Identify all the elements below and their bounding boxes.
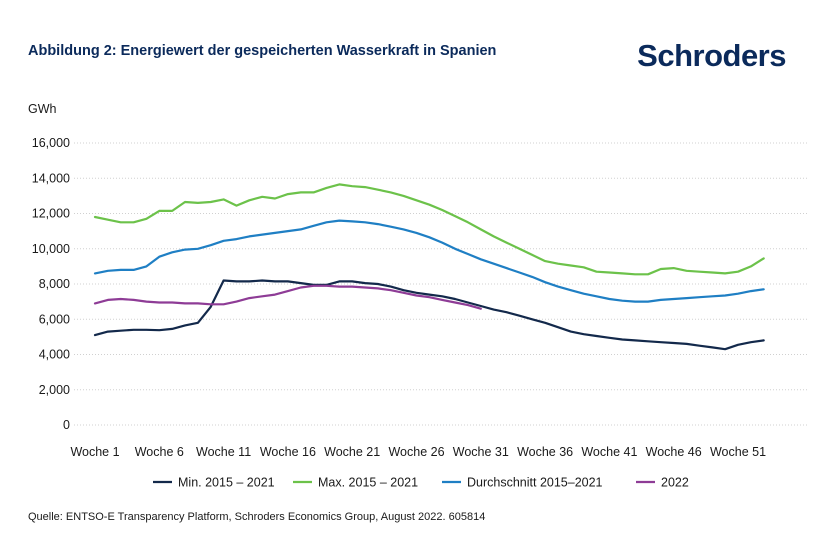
x-tick-label: Woche 41 [581, 445, 637, 459]
chart-title: Abbildung 2: Energiewert der gespeichert… [28, 43, 497, 59]
x-tick-label: Woche 26 [388, 445, 444, 459]
x-tick-label: Woche 21 [324, 445, 380, 459]
x-tick-label: Woche 11 [196, 445, 251, 459]
legend: Min. 2015 – 2021 Max. 2015 – 2021 Durchsch… [153, 476, 689, 490]
series-line-0 [93, 279, 765, 351]
x-tick-labels: Woche 1 Woche 6 Woche 11 Woche 16 Woche 21 Wo… [70, 445, 766, 459]
y-tick-label: 10,000 [32, 242, 70, 256]
legend-label: Max. 2015 – 2021 [318, 476, 418, 490]
x-tick-label: Woche 31 [453, 445, 509, 459]
source-note: Quelle: ENTSO-E Transparency Platform, S… [28, 511, 486, 523]
y-axis-label: GWh [28, 102, 57, 116]
gridlines [74, 142, 808, 426]
x-tick-label: Woche 36 [517, 445, 573, 459]
legend-label: Min. 2015 – 2021 [178, 476, 275, 490]
series-line-3 [93, 284, 482, 310]
y-tick-label: 12,000 [32, 207, 70, 221]
y-tick-label: 4,000 [39, 348, 70, 362]
x-tick-label: Woche 6 [135, 445, 184, 459]
x-tick-label: Woche 1 [70, 445, 119, 459]
series-lines [93, 183, 765, 351]
y-tick-labels: 0 2,000 4,000 6,000 8,000 10,000 12,000 14,000 1… [32, 136, 70, 432]
y-tick-label: 8,000 [39, 277, 70, 291]
y-tick-label: 2,000 [39, 383, 70, 397]
y-tick-label: 6,000 [39, 312, 70, 326]
brand-logo: Schroders [637, 38, 786, 73]
y-tick-label: 0 [63, 418, 70, 432]
x-tick-label: Woche 51 [710, 445, 766, 459]
series-line-1 [93, 183, 765, 276]
x-tick-label: Woche 46 [646, 445, 702, 459]
legend-label: Durchschnitt 2015–2021 [467, 476, 603, 490]
series-line-2 [93, 219, 765, 303]
x-tick-label: Woche 16 [260, 445, 316, 459]
y-tick-label: 16,000 [32, 136, 70, 150]
y-tick-label: 14,000 [32, 171, 70, 185]
legend-label: 2022 [661, 476, 689, 490]
